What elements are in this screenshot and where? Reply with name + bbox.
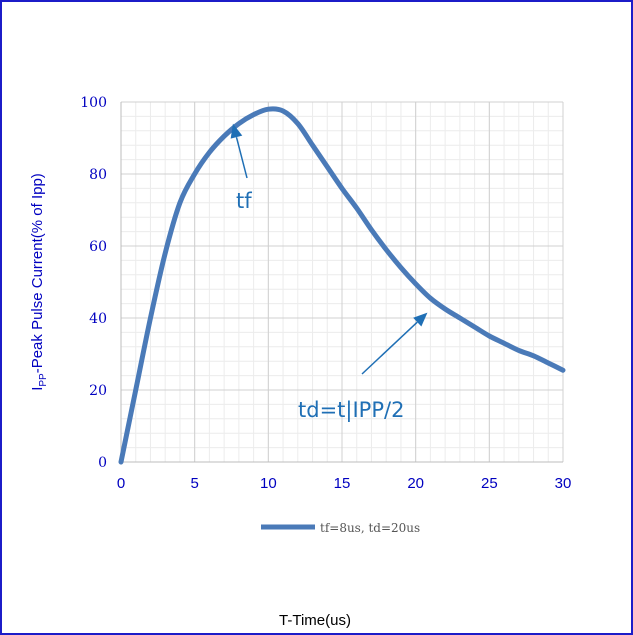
y-tick-label: 80 [89,167,107,183]
legend-label: tf=8us, td=20us [320,521,420,535]
annotations: tf td=t|IPP/2 [230,123,428,423]
y-tick-label: 100 [80,95,107,111]
series-line [118,106,566,465]
y-tick-labels: 0 20 40 60 80 100 [80,95,107,471]
x-tick-label: 20 [407,475,424,492]
x-axis-title: T-Time(us) [279,612,351,629]
x-tick-label: 25 [481,475,498,492]
axes [120,102,563,463]
tf-arrow [235,136,248,179]
x-tick-label: 0 [117,475,125,492]
y-tick-label: 40 [89,311,107,327]
y-axis-title-rest: -Peak Pulse Current(% of Ipp) [29,173,46,373]
x-tick-label: 10 [260,475,277,492]
x-tick-label: 5 [190,475,198,492]
y-axis-title-sub: PP [38,373,49,387]
series-lines [118,106,566,465]
y-tick-label: 0 [98,455,107,471]
y-tick-label: 60 [89,239,107,255]
td-arrowhead [413,312,428,327]
x-tick-label: 30 [555,475,572,492]
tf-arrowhead [230,123,243,139]
x-tick-labels: 0 5 10 15 20 25 30 [117,475,572,492]
y-axis-title-main: I [29,387,46,391]
y-tick-label: 20 [89,383,107,399]
td-arrow [361,321,418,375]
x-tick-label: 15 [334,475,351,492]
td-annotation: td=t|IPP/2 [298,398,404,423]
legend: tf=8us, td=20us [261,521,420,535]
y-axis-title: IPP-Peak Pulse Current(% of Ipp) [29,173,49,391]
tf-annotation: tf [236,189,252,213]
